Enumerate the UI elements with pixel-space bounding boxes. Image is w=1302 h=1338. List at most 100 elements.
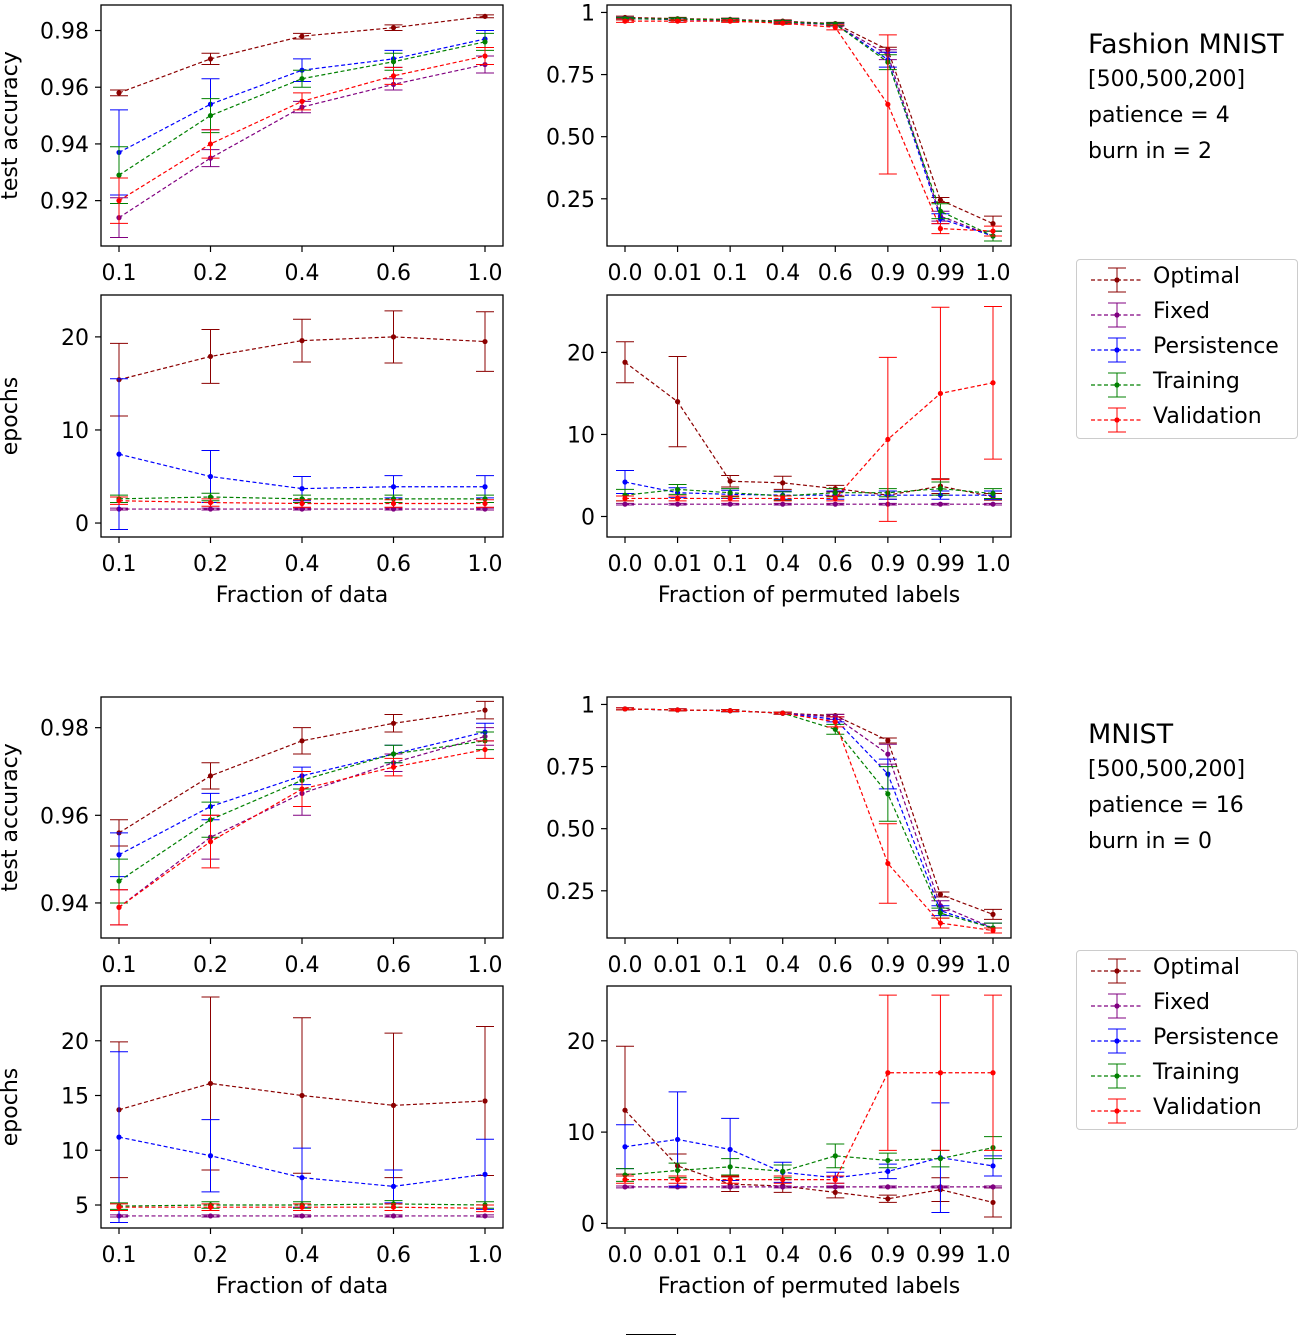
data-point xyxy=(622,1107,628,1113)
series-persistence xyxy=(110,1051,494,1224)
x-tick-label: 0.1 xyxy=(102,552,137,577)
legend-label-optimal: Optimal xyxy=(1153,955,1241,980)
data-point xyxy=(390,25,397,31)
data-point xyxy=(299,786,305,792)
data-point xyxy=(116,1134,122,1140)
data-point xyxy=(885,751,891,757)
data-point xyxy=(622,479,628,485)
data-point xyxy=(937,390,944,397)
legend-entry-validation: Validation xyxy=(1077,402,1297,437)
data-point xyxy=(299,486,305,492)
data-point xyxy=(622,706,628,712)
data-point xyxy=(482,500,488,507)
data-point xyxy=(780,1184,786,1190)
series-line xyxy=(118,41,486,176)
y-tick-label: 0.50 xyxy=(546,818,595,843)
data-point xyxy=(674,18,681,24)
legend-point xyxy=(1114,312,1120,318)
data-point xyxy=(207,1213,214,1219)
series-training xyxy=(616,1136,1002,1182)
data-point xyxy=(299,1092,305,1099)
series-fixed xyxy=(616,501,1002,507)
series-line xyxy=(118,735,486,908)
x-tick-label: 0.1 xyxy=(713,261,748,286)
data-point xyxy=(390,334,397,340)
data-point xyxy=(116,90,122,96)
y-tick-label: 0.50 xyxy=(546,126,595,151)
data-point xyxy=(482,1205,488,1211)
data-point xyxy=(622,1144,628,1150)
fashion-mnist-title: Fashion MNIST xyxy=(1088,29,1284,60)
x-tick-label: 0.4 xyxy=(285,1243,320,1268)
y-tick-label: 1 xyxy=(581,693,595,718)
data-point xyxy=(885,737,891,744)
mnist-legend: Optimal Fixed Persistence Training Valid… xyxy=(1076,950,1298,1130)
legend-marker-optimal xyxy=(1091,958,1143,984)
data-point xyxy=(116,852,122,858)
x-tick-label: 1.0 xyxy=(468,953,503,978)
data-point xyxy=(622,501,628,507)
data-point xyxy=(390,764,397,770)
panel-mnist-accuracy-vs-data: 0.1 0.2 0.4 0.6 1.0 0.94 0.96 0.98 test accuracy xyxy=(0,696,504,978)
data-point xyxy=(885,101,891,107)
data-point xyxy=(482,338,488,345)
y-tick-label: 10 xyxy=(567,1121,595,1146)
x-tick-label: 1.0 xyxy=(976,552,1011,577)
data-point xyxy=(207,56,214,62)
x-tick-label: 0.2 xyxy=(193,261,228,286)
data-point xyxy=(116,498,122,504)
x-tick-label: 0.4 xyxy=(765,1243,800,1268)
series-line xyxy=(118,731,486,856)
legend-entry-persistence: Persistence xyxy=(1077,1023,1297,1058)
y-tick-label: 0.96 xyxy=(40,76,89,101)
legend-marker-validation xyxy=(1091,407,1143,433)
series-validation xyxy=(616,18,1002,237)
legend-entry-training: Training xyxy=(1077,1058,1297,1093)
x-tick-label: 0.1 xyxy=(713,953,748,978)
y-axis-label: epochs xyxy=(0,1068,23,1146)
plot-frame xyxy=(606,985,1012,1229)
data-point xyxy=(390,720,397,726)
series-line xyxy=(624,361,994,498)
data-point xyxy=(937,1070,944,1076)
series-line xyxy=(625,20,994,232)
data-point xyxy=(207,473,214,480)
series-fixed xyxy=(110,1213,494,1219)
y-tick-label: 0.94 xyxy=(40,133,89,158)
data-point xyxy=(482,1213,488,1219)
data-point xyxy=(674,486,681,493)
data-point xyxy=(299,98,305,104)
legend-entry-optimal: Optimal xyxy=(1077,262,1297,297)
data-point xyxy=(482,707,488,713)
series-line xyxy=(624,708,994,929)
x-axis-label: Fraction of data xyxy=(216,1274,389,1299)
series-line xyxy=(625,382,994,500)
data-point xyxy=(674,1167,681,1174)
data-point xyxy=(116,172,122,178)
legend-label-training: Training xyxy=(1153,1060,1240,1085)
plot-frame xyxy=(606,696,1012,939)
data-point xyxy=(116,451,122,457)
series-line xyxy=(118,336,486,381)
y-tick-label: 0 xyxy=(581,505,595,530)
y-tick-label: 1 xyxy=(581,1,595,26)
data-point xyxy=(727,1164,733,1170)
data-point xyxy=(727,18,733,24)
data-point xyxy=(937,486,944,492)
data-point xyxy=(937,891,944,898)
legend-label-validation: Validation xyxy=(1153,1095,1262,1120)
data-point xyxy=(832,1184,838,1190)
data-point xyxy=(832,719,838,725)
panel-fmnist-accuracy-vs-permuted: 0.0 0.01 0.1 0.4 0.6 0.9 0.99 1.0 0.25 0.50 0.75 1 xyxy=(546,1,1012,286)
legend-entry-fixed: Fixed xyxy=(1077,988,1297,1023)
mnist-burn-in: burn in = 0 xyxy=(1088,829,1212,854)
legend-point xyxy=(1114,1108,1120,1114)
data-point xyxy=(990,228,996,234)
legend-marker-fixed xyxy=(1091,993,1143,1019)
series-persistence xyxy=(616,1091,1002,1213)
data-point xyxy=(207,1153,214,1159)
data-point xyxy=(390,506,397,512)
x-tick-label: 0.0 xyxy=(608,552,643,577)
y-tick-label: 10 xyxy=(61,419,89,444)
data-point xyxy=(299,1175,305,1181)
